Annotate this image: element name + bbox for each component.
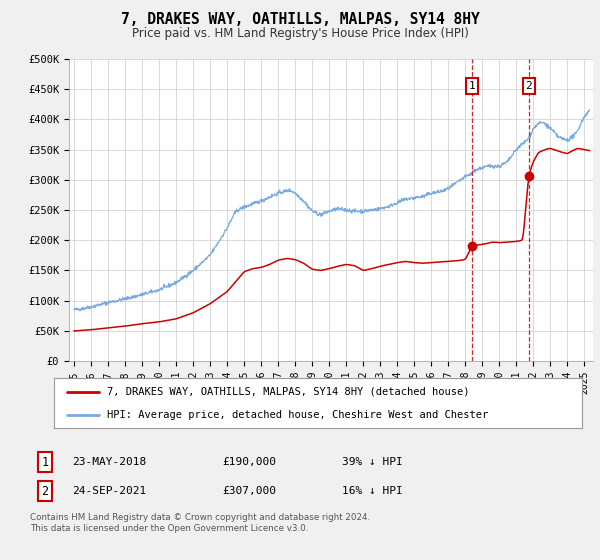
Text: 1: 1: [41, 455, 49, 469]
Text: 16% ↓ HPI: 16% ↓ HPI: [342, 486, 403, 496]
Text: This data is licensed under the Open Government Licence v3.0.: This data is licensed under the Open Gov…: [30, 524, 308, 533]
Text: 1: 1: [469, 81, 475, 91]
Text: 39% ↓ HPI: 39% ↓ HPI: [342, 457, 403, 467]
Text: 7, DRAKES WAY, OATHILLS, MALPAS, SY14 8HY: 7, DRAKES WAY, OATHILLS, MALPAS, SY14 8H…: [121, 12, 479, 27]
Text: 7, DRAKES WAY, OATHILLS, MALPAS, SY14 8HY (detached house): 7, DRAKES WAY, OATHILLS, MALPAS, SY14 8H…: [107, 386, 469, 396]
Text: £307,000: £307,000: [222, 486, 276, 496]
Text: 24-SEP-2021: 24-SEP-2021: [72, 486, 146, 496]
Text: 23-MAY-2018: 23-MAY-2018: [72, 457, 146, 467]
Text: Price paid vs. HM Land Registry's House Price Index (HPI): Price paid vs. HM Land Registry's House …: [131, 27, 469, 40]
Text: Contains HM Land Registry data © Crown copyright and database right 2024.: Contains HM Land Registry data © Crown c…: [30, 514, 370, 522]
Text: 2: 2: [41, 484, 49, 498]
Text: £190,000: £190,000: [222, 457, 276, 467]
Text: HPI: Average price, detached house, Cheshire West and Chester: HPI: Average price, detached house, Ches…: [107, 410, 488, 420]
Text: 2: 2: [526, 81, 532, 91]
